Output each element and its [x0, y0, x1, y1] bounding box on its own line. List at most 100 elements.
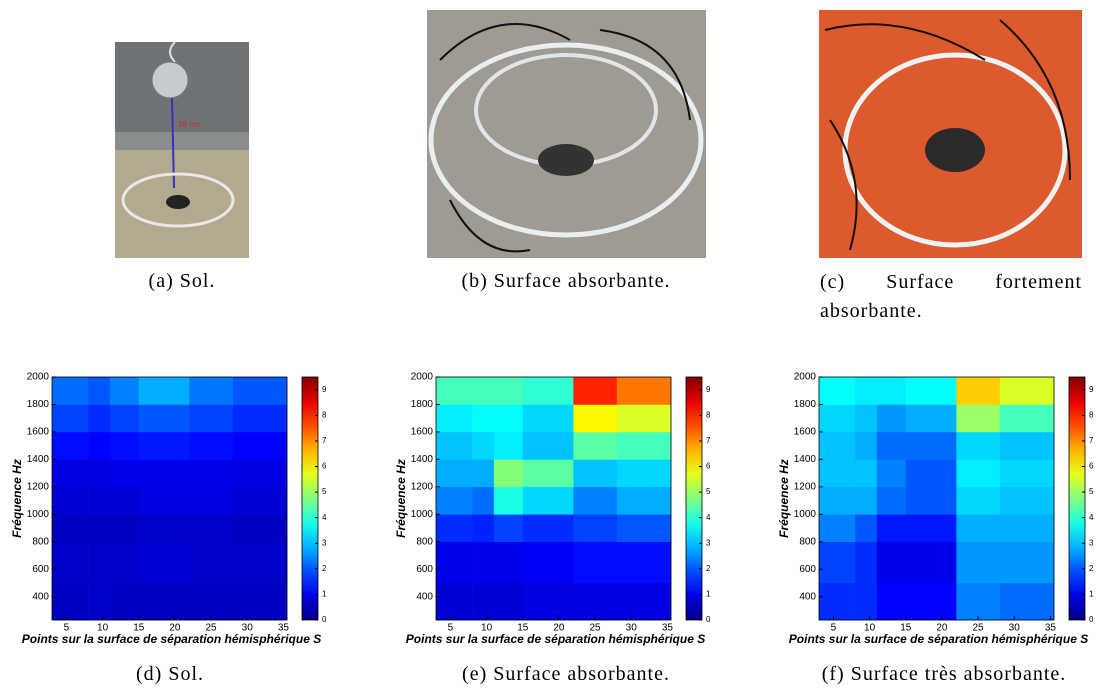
colorbar-tick-label: 0	[706, 615, 711, 624]
colorbar-tick-label: 5	[706, 487, 711, 496]
y-tick-label: 1200	[27, 481, 50, 492]
heatmap-cell	[472, 459, 495, 488]
colorbar-tick-label: 2	[1089, 564, 1094, 573]
heatmap-cell	[616, 582, 672, 621]
x-tick-label: 35	[662, 623, 674, 634]
heatmap-cell	[436, 582, 473, 621]
heatmap-cell	[573, 582, 618, 621]
colorbar-tick-label: 9	[706, 385, 711, 394]
heatmap-cell	[855, 431, 878, 460]
heatmap-cell	[109, 377, 140, 405]
heatmap-cell	[573, 377, 618, 405]
heatmap-cell	[522, 486, 574, 515]
heatmap-cell	[436, 431, 473, 460]
y-axis-label: Fréquence Hz	[777, 459, 791, 538]
heatmap-cell	[109, 514, 140, 543]
photo: 28 cm	[115, 41, 249, 258]
colorbar-tick-label: 4	[1089, 513, 1094, 522]
caption: (e) Surface absorbante.	[462, 663, 670, 685]
y-tick-label: 800	[32, 536, 49, 547]
heatmap-cell	[522, 431, 574, 460]
caption: (d) Sol.	[136, 663, 204, 685]
y-tick-label: 1800	[411, 399, 434, 410]
caption: (a) Sol.	[148, 270, 216, 292]
heatmap-cell	[493, 486, 524, 515]
heatmap-cell	[109, 486, 140, 515]
heatmap-cell	[138, 486, 190, 515]
heatmap-cell	[189, 404, 234, 433]
y-tick-label: 1800	[27, 399, 50, 410]
heatmap-cell	[616, 459, 672, 488]
heatmap-cell	[956, 582, 1001, 621]
x-tick-label: 25	[590, 623, 602, 634]
heatmap-cell	[905, 514, 957, 543]
heatmap-cell	[573, 514, 618, 543]
heatmap-cell	[472, 486, 495, 515]
heatmap-cell	[522, 541, 574, 584]
y-tick-label: 600	[32, 564, 49, 575]
heatmap-cell	[189, 582, 234, 621]
x-tick-label: 30	[1009, 623, 1021, 634]
heatmap-cell	[855, 404, 878, 433]
heatmap-cell	[232, 582, 288, 621]
x-tick-label: 30	[242, 623, 254, 634]
heatmap-cell	[436, 541, 473, 584]
heatmap-cell	[573, 459, 618, 488]
heatmap-cell	[189, 459, 234, 488]
colorbar-tick-label: 4	[322, 513, 327, 522]
heatmap-cell	[876, 582, 907, 621]
x-tick-label: 15	[133, 623, 145, 634]
heatmap-cell	[88, 582, 111, 621]
heatmap-cell	[436, 404, 473, 433]
heatmap-cell	[999, 377, 1055, 405]
heatmap-cell	[876, 486, 907, 515]
heatmap-cell	[876, 377, 907, 405]
heatmap-cell	[855, 582, 878, 621]
colorbar	[301, 376, 319, 621]
heatmap-cell	[905, 459, 957, 488]
y-tick-label: 1200	[411, 481, 434, 492]
colorbar-tick-label: 6	[322, 462, 327, 471]
heatmap-cell	[52, 582, 89, 621]
colorbar-tick-label: 1	[322, 590, 327, 599]
heatmap-cell	[493, 404, 524, 433]
y-tick-label: 2000	[411, 372, 434, 383]
heatmap-cell	[905, 582, 957, 621]
heatmap-cell	[88, 431, 111, 460]
heatmap-cell	[52, 541, 89, 584]
heatmap-cell	[855, 377, 878, 405]
heatmap-cell	[109, 459, 140, 488]
heatmap-cell	[999, 459, 1055, 488]
colorbar-tick-label: 9	[322, 385, 327, 394]
heatmap-cell	[52, 404, 89, 433]
colorbar-tick-label: 1	[706, 590, 711, 599]
heatmap-cell	[472, 377, 495, 405]
y-tick-label: 600	[416, 564, 433, 575]
heatmap-cell	[876, 431, 907, 460]
heatmap-cell	[109, 431, 140, 460]
heatmap-cell	[493, 459, 524, 488]
heatmap-cell	[232, 514, 288, 543]
heatmap-cell	[999, 431, 1055, 460]
heatmap-cell	[138, 582, 190, 621]
heatmap-cell	[573, 431, 618, 460]
x-tick-label: 20	[169, 623, 181, 634]
heatmap-cell	[493, 541, 524, 584]
colorbar	[1068, 376, 1086, 621]
heatmap-cell	[819, 459, 856, 488]
x-tick-label: 10	[864, 623, 876, 634]
heatmap-cell	[88, 404, 111, 433]
y-tick-label: 1400	[794, 454, 817, 465]
caption: (c) Surface fortement absorbante.	[820, 271, 1082, 322]
y-tick-label: 1400	[27, 454, 50, 465]
y-tick-label: 1200	[794, 481, 817, 492]
heatmap-cell	[138, 459, 190, 488]
heatmap-cell	[522, 582, 574, 621]
y-tick-label: 400	[799, 591, 816, 602]
heatmap-cell	[999, 514, 1055, 543]
heatmap-cell	[232, 459, 288, 488]
y-tick-label: 1600	[411, 427, 434, 438]
x-tick-label: 35	[278, 623, 290, 634]
y-tick-label: 1800	[794, 399, 817, 410]
